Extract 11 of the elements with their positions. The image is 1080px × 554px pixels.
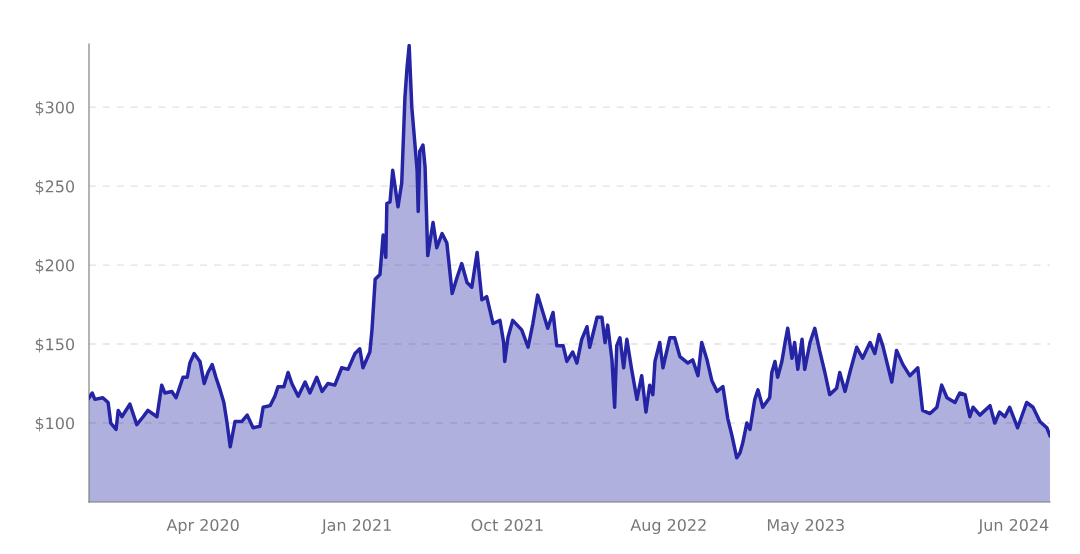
y-tick-label: $300 (35, 101, 75, 116)
x-tick-label: Aug 2022 (630, 518, 706, 535)
y-tick-label: $250 (35, 180, 75, 195)
y-tick-label: $150 (35, 338, 75, 353)
x-tick-label: Oct 2021 (471, 518, 543, 532)
x-tick-label: Jan 2021 (321, 518, 391, 534)
y-tick-label: $100 (35, 416, 75, 432)
x-tick-label: May 2023 (767, 518, 844, 535)
y-tick-label: $200 (35, 259, 75, 274)
x-tick-label: Jun 2024 (977, 518, 1049, 534)
x-tick-label: Apr 2020 (166, 518, 239, 535)
